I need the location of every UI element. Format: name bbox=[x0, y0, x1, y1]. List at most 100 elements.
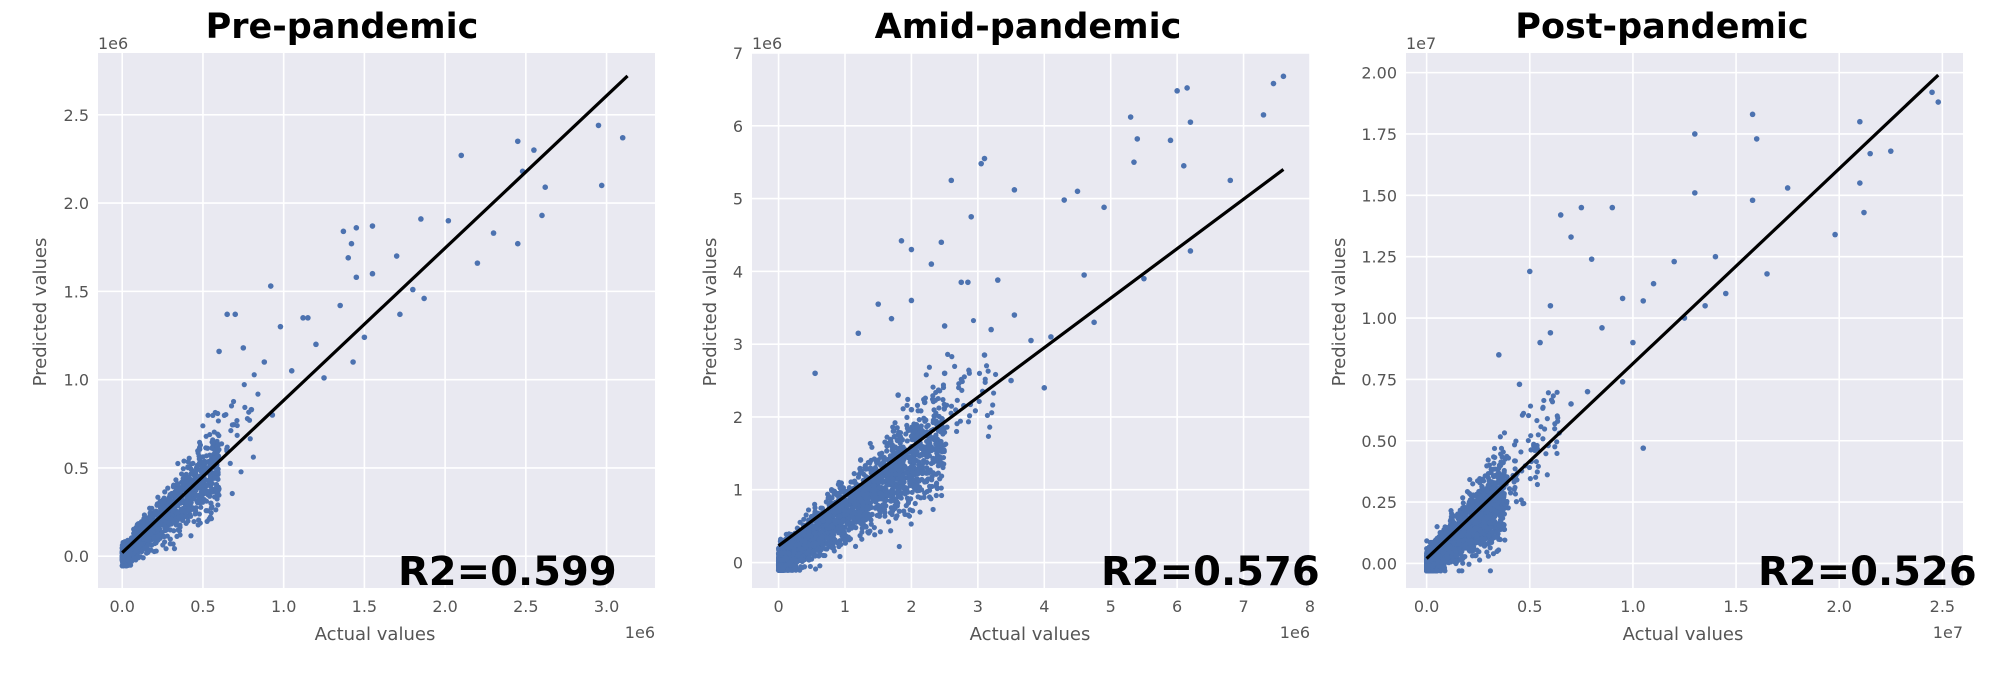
data-point bbox=[142, 545, 148, 551]
data-point bbox=[1180, 163, 1187, 169]
data-point bbox=[916, 417, 922, 423]
data-point bbox=[857, 466, 863, 472]
data-point bbox=[837, 553, 843, 560]
data-point bbox=[1187, 248, 1194, 254]
data-point bbox=[888, 315, 895, 322]
y-tick-label: 2 bbox=[733, 408, 743, 427]
data-point bbox=[853, 525, 859, 531]
data-point bbox=[832, 537, 838, 543]
data-point bbox=[801, 564, 808, 570]
data-point bbox=[829, 524, 836, 530]
data-point bbox=[888, 493, 894, 499]
data-point bbox=[896, 543, 902, 550]
y-tick-label: 7 bbox=[733, 44, 743, 63]
data-point bbox=[841, 489, 847, 495]
data-point bbox=[871, 456, 877, 462]
data-point bbox=[140, 555, 146, 561]
data-point bbox=[869, 444, 875, 450]
data-point bbox=[813, 524, 819, 531]
data-point bbox=[161, 505, 167, 511]
data-point bbox=[882, 498, 888, 505]
data-point bbox=[841, 508, 847, 514]
data-point bbox=[920, 457, 927, 464]
data-point bbox=[956, 385, 962, 391]
data-point bbox=[348, 240, 355, 247]
data-point bbox=[847, 536, 853, 542]
data-point bbox=[915, 431, 921, 437]
data-point bbox=[936, 448, 942, 454]
data-point bbox=[867, 504, 873, 510]
data-point bbox=[216, 348, 222, 355]
data-point bbox=[818, 546, 824, 553]
data-point bbox=[174, 510, 180, 516]
data-point bbox=[251, 372, 257, 378]
data-point bbox=[836, 541, 843, 547]
data-point bbox=[837, 526, 844, 533]
data-point bbox=[250, 454, 256, 460]
data-point bbox=[183, 520, 189, 526]
data-point bbox=[1134, 136, 1141, 142]
data-point bbox=[166, 520, 172, 526]
x-offset-label: 1e6 bbox=[1280, 623, 1310, 642]
data-point bbox=[944, 424, 950, 430]
data-point bbox=[864, 515, 870, 521]
data-point bbox=[875, 479, 882, 485]
data-point bbox=[182, 474, 188, 480]
data-point bbox=[945, 351, 951, 357]
data-point bbox=[930, 384, 936, 390]
data-point bbox=[832, 506, 838, 512]
data-point bbox=[421, 295, 427, 302]
data-point bbox=[861, 492, 867, 498]
data-point bbox=[812, 540, 818, 547]
data-point bbox=[207, 431, 213, 438]
data-point bbox=[872, 532, 878, 538]
data-point bbox=[539, 212, 545, 219]
data-point bbox=[183, 509, 189, 515]
data-point bbox=[218, 441, 225, 447]
data-point bbox=[215, 502, 221, 508]
data-point bbox=[180, 481, 186, 487]
data-point bbox=[982, 379, 988, 385]
data-point bbox=[205, 508, 211, 514]
x-axis-label: Actual values bbox=[970, 624, 1091, 645]
data-point bbox=[929, 474, 935, 480]
data-point bbox=[248, 406, 255, 413]
data-point bbox=[1448, 508, 1454, 514]
data-point bbox=[184, 499, 190, 505]
data-point bbox=[857, 495, 863, 501]
data-point bbox=[812, 501, 818, 507]
data-point bbox=[196, 445, 203, 451]
data-point bbox=[211, 455, 217, 461]
data-point bbox=[1491, 445, 1498, 452]
data-point bbox=[1091, 319, 1097, 326]
data-point bbox=[313, 341, 319, 348]
data-point bbox=[410, 286, 416, 293]
data-point bbox=[892, 444, 898, 450]
data-point bbox=[825, 491, 831, 497]
x-tick-label: 1.5 bbox=[352, 597, 377, 616]
data-point bbox=[134, 554, 140, 561]
data-point bbox=[970, 317, 977, 324]
data-point bbox=[1174, 88, 1180, 94]
data-point bbox=[893, 515, 899, 521]
x-offset-label: 1e6 bbox=[625, 623, 655, 642]
data-point bbox=[195, 496, 202, 502]
data-point bbox=[780, 557, 787, 563]
data-point bbox=[797, 519, 803, 525]
data-point bbox=[877, 529, 883, 535]
data-point bbox=[255, 391, 261, 397]
data-point bbox=[857, 457, 864, 463]
data-point bbox=[853, 481, 859, 487]
data-point bbox=[966, 413, 973, 419]
data-point bbox=[154, 502, 160, 508]
data-point bbox=[786, 550, 792, 556]
data-point bbox=[787, 541, 793, 548]
x-tick-label: 1.0 bbox=[271, 597, 296, 616]
data-point bbox=[940, 382, 947, 388]
data-point bbox=[908, 406, 915, 413]
data-point bbox=[940, 397, 946, 403]
data-point bbox=[818, 505, 824, 511]
data-point bbox=[779, 567, 785, 573]
data-point bbox=[938, 239, 945, 246]
data-point bbox=[931, 407, 937, 413]
